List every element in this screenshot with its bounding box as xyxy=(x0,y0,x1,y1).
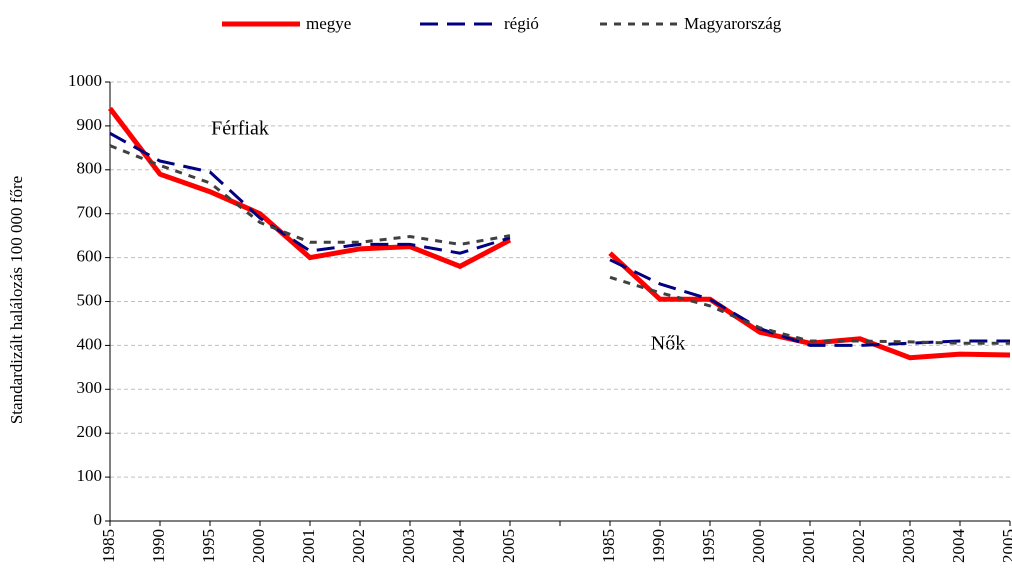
x-tick-label: 2002 xyxy=(349,529,368,563)
x-tick-label: 1985 xyxy=(599,529,618,563)
x-tick-label: 2003 xyxy=(899,529,918,563)
y-tick-label: 800 xyxy=(77,159,103,178)
legend-label: régió xyxy=(504,14,539,33)
x-tick-label: 2004 xyxy=(449,529,468,564)
annotation: Nők xyxy=(651,333,685,355)
annotation: Férfiak xyxy=(211,118,269,140)
y-tick-label: 500 xyxy=(77,290,103,309)
x-tick-label: 2003 xyxy=(399,529,418,563)
x-tick-label: 2000 xyxy=(249,529,268,563)
y-tick-label: 1000 xyxy=(68,71,102,90)
x-tick-label: 2000 xyxy=(749,529,768,563)
y-tick-label: 100 xyxy=(77,466,103,485)
x-tick-label: 1995 xyxy=(699,529,718,563)
series-line xyxy=(108,106,1011,361)
x-tick-label: 1990 xyxy=(149,529,168,563)
x-tick-label: 2005 xyxy=(499,529,518,563)
x-tick-label: 2005 xyxy=(999,529,1012,563)
y-tick-label: 900 xyxy=(77,115,103,134)
y-axis-label: Standardizált halálozás 100 000 főre xyxy=(7,176,26,424)
legend-label: Magyarország xyxy=(684,14,782,33)
series-line xyxy=(109,144,1010,345)
x-tick-label: 1995 xyxy=(199,529,218,563)
y-tick-label: 300 xyxy=(77,378,103,397)
x-tick-label: 1990 xyxy=(649,529,668,563)
x-tick-label: 2004 xyxy=(949,529,968,564)
y-tick-label: 400 xyxy=(77,334,103,353)
x-tick-label: 2001 xyxy=(799,529,818,563)
x-tick-label: 1985 xyxy=(99,529,118,563)
y-tick-label: 200 xyxy=(77,422,103,441)
legend-label: megye xyxy=(306,14,351,33)
x-tick-label: 2001 xyxy=(299,529,318,563)
y-tick-label: 600 xyxy=(77,247,103,266)
x-tick-label: 2002 xyxy=(849,529,868,563)
y-tick-label: 700 xyxy=(77,203,103,222)
y-tick-label: 0 xyxy=(94,510,103,529)
series-line xyxy=(109,132,1010,347)
